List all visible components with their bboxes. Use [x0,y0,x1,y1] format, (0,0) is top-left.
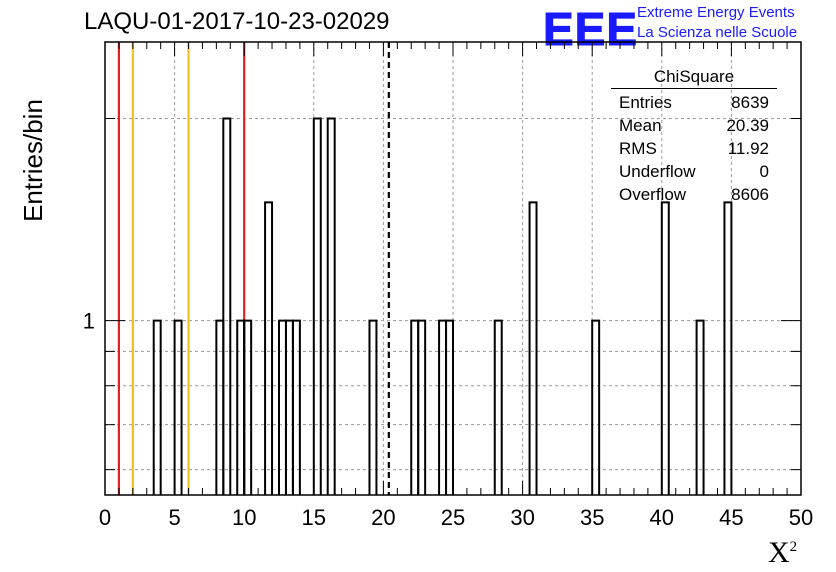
reference-lines [117,42,390,495]
x-tick-label: 35 [580,505,604,530]
y-tick-label: 1 [83,309,95,334]
axis-ticks: 0 5 10 15 20 25 30 35 40 45 50 1 [83,42,813,530]
x-tick-label: 0 [99,505,111,530]
histogram-bar [326,117,336,495]
histogram-bar [222,117,232,495]
x-tick-label: 30 [510,505,534,530]
histogram-bar [215,319,225,495]
histogram-bar [528,201,538,495]
histogram-bar [312,117,322,495]
histogram-bar [264,201,274,495]
logo-caption-line1: Extreme Energy Events [637,4,795,21]
stats-row-entries: Entries 8639 [619,93,769,112]
histogram-bar [723,201,733,495]
stats-row-mean: Mean 20.39 [619,116,769,135]
x-tick-label: 45 [719,505,743,530]
histogram-bars [152,117,733,495]
histogram-bar [438,319,448,495]
histogram-bar [695,319,705,495]
x-tick-label: 20 [371,505,395,530]
histogram-bar [368,319,378,495]
x-tick-label: 5 [168,505,180,530]
stats-row-rms: RMS 11.92 [619,139,769,158]
histogram-bar [660,201,670,495]
stats-row-overflow: Overflow 8606 [619,185,769,204]
x-tick-label: 40 [650,505,674,530]
x-tick-label: 25 [441,505,465,530]
stats-row-underflow: Underflow 0 [619,162,769,181]
logo-caption-line2: La Scienza nelle Scuole [637,24,798,41]
histogram-bar [493,319,503,495]
stats-box: ChiSquare Entries 8639 Mean 20.39 RMS 11.92… [611,67,777,206]
histogram-bar [278,319,287,495]
histogram-bar [410,319,420,495]
histogram-bar [173,319,183,495]
histogram-bar [291,319,301,495]
histogram-bar [152,319,162,495]
x-axis-label: X2 [768,536,798,569]
eee-logo: EEE [542,3,639,56]
histogram-bar [445,319,454,495]
histogram-bar [284,319,294,495]
x-tick-label: 50 [789,505,813,530]
histogram-bar [591,319,601,495]
stats-title: ChiSquare [611,67,777,89]
x-tick-label: 15 [302,505,326,530]
x-axis-label-superscript: 2 [789,539,798,555]
histogram-bar [417,319,427,495]
histogram-bar [243,319,253,495]
chart-title: LAQU-01-2017-10-23-02029 [84,8,390,35]
x-tick-label: 10 [232,505,256,530]
